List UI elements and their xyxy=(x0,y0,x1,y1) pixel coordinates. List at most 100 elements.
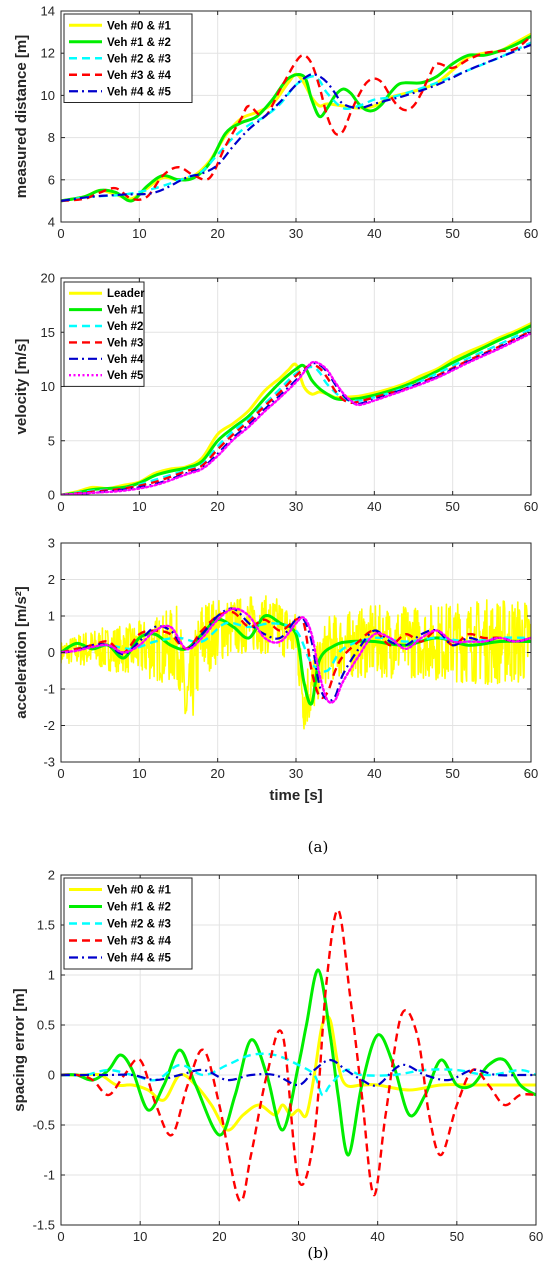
x-tick-label: 40 xyxy=(367,766,381,781)
legend-label: Veh #2 & #3 xyxy=(107,53,171,65)
x-tick-label: 0 xyxy=(57,1229,64,1244)
legend-label: Veh #2 xyxy=(107,321,143,333)
series-line-veh-3-4 xyxy=(61,35,531,203)
y-tick-label: 3 xyxy=(48,536,55,551)
series-line-veh-1-2 xyxy=(61,968,536,1157)
x-tick-label: 60 xyxy=(524,499,538,514)
x-tick-label: 30 xyxy=(289,499,303,514)
y-tick-label: 1.5 xyxy=(37,918,55,933)
series-group xyxy=(61,908,536,1203)
y-axis-label: measured distance [m] xyxy=(13,35,30,198)
chart-spacing: 0 10 20 30 40 50 60 -1.5 -1 -0.5 0 0.5 1 1.5 2 spacing … xyxy=(11,868,543,1245)
y-tick-label: -1 xyxy=(43,682,55,697)
x-tick-label: 20 xyxy=(212,1229,226,1244)
x-tick-label: 0 xyxy=(57,766,64,781)
y-tick-label: 0.5 xyxy=(37,1018,55,1033)
legend-label: Veh #3 & #4 xyxy=(107,936,172,948)
y-tick-label: 20 xyxy=(41,271,55,286)
x-tick-label: 40 xyxy=(367,226,381,241)
legend-label: Veh #3 & #4 xyxy=(107,70,172,82)
series-line-veh-4 xyxy=(61,331,531,495)
y-tick-label: 4 xyxy=(48,215,55,230)
legend-label: Veh #1 & #2 xyxy=(107,37,171,49)
x-tick-label: 10 xyxy=(132,499,146,514)
x-tick-label: 10 xyxy=(132,766,146,781)
legend-box xyxy=(63,281,145,387)
caption-a: (a) xyxy=(308,838,329,856)
series-line-trace-4 xyxy=(61,607,531,702)
x-tick-label: 50 xyxy=(450,1229,464,1244)
x-tick-label: 50 xyxy=(445,499,459,514)
y-tick-label: -3 xyxy=(43,755,55,770)
y-tick-label: 0 xyxy=(48,1068,55,1083)
legend-label: Leader xyxy=(107,288,145,300)
y-axis-label: spacing error [m] xyxy=(11,988,28,1111)
legend-label: Veh #0 & #1 xyxy=(107,20,172,32)
y-tick-label: 5 xyxy=(48,433,55,448)
series-group xyxy=(61,32,531,203)
series-line-veh-3 xyxy=(61,330,531,495)
legend-label: Veh #1 & #2 xyxy=(107,902,171,914)
y-tick-label: 1 xyxy=(48,609,55,624)
chart-velocity: 0 10 20 30 40 50 60 0 5 10 15 20 velocity [m/s] Leade… xyxy=(13,271,538,515)
y-tick-label: 8 xyxy=(48,130,55,145)
legend-label: Veh #2 & #3 xyxy=(107,919,171,931)
series-line-trace-2 xyxy=(61,621,531,673)
series-line-veh-2-3 xyxy=(61,41,531,203)
x-tick-label: 40 xyxy=(370,1229,384,1244)
legend-label: Veh #1 xyxy=(107,305,144,317)
series-line-veh-0-1 xyxy=(61,1014,536,1132)
legend: Veh #0 & #1 Veh #1 & #2 Veh #2 & #3 Veh #3 … xyxy=(63,13,193,103)
x-tick-label: 30 xyxy=(289,766,303,781)
chart-distance: 0 10 20 30 40 50 60 4 6 8 10 12 14 measured distance … xyxy=(13,4,538,242)
series-line-veh-2 xyxy=(61,327,531,495)
legend-label: Veh #0 & #1 xyxy=(107,885,172,897)
y-tick-label: -1 xyxy=(43,1168,55,1183)
y-axis-label: acceleration [m/s²] xyxy=(13,586,30,719)
caption-b: (b) xyxy=(307,1244,328,1262)
y-tick-label: 15 xyxy=(41,325,55,340)
y-tick-label: 10 xyxy=(41,88,55,103)
chart-acceleration: 0 10 20 30 40 50 60 -3 -2 -1 0 1 2 3 acceleration [m/s… xyxy=(13,536,538,805)
x-tick-label: 60 xyxy=(524,766,538,781)
series-line-leader xyxy=(61,322,531,495)
y-tick-label: 0 xyxy=(48,645,55,660)
legend-label: Veh #3 xyxy=(107,337,143,349)
x-tick-label: 10 xyxy=(133,1229,147,1244)
series-group xyxy=(61,595,531,730)
series-line-trace-0 xyxy=(61,595,531,730)
y-tick-label: -1.5 xyxy=(33,1218,55,1233)
series-line-veh-5 xyxy=(61,332,531,495)
x-tick-label: 60 xyxy=(529,1229,543,1244)
series-line-veh-4-5 xyxy=(61,1058,536,1087)
y-tick-label: 1 xyxy=(48,968,55,983)
y-tick-label: 6 xyxy=(48,172,55,187)
x-tick-label: 20 xyxy=(210,766,224,781)
y-tick-label: 2 xyxy=(48,868,55,883)
legend-label: Veh #4 & #5 xyxy=(107,953,172,965)
x-tick-label: 30 xyxy=(291,1229,305,1244)
legend-label: Veh #4 & #5 xyxy=(107,86,172,98)
legend: Leader Veh #1 Veh #2 Veh #3 Veh #4 Veh #5 xyxy=(63,281,145,387)
series-line-veh-0-1 xyxy=(61,32,531,203)
y-tick-label: 0 xyxy=(48,488,55,503)
y-tick-label: 10 xyxy=(41,379,55,394)
series-line-veh-4-5 xyxy=(61,43,531,202)
y-tick-label: -0.5 xyxy=(33,1118,55,1133)
series-line-veh-3-4 xyxy=(61,908,536,1203)
legend: Veh #0 & #1 Veh #1 & #2 Veh #2 & #3 Veh #3 … xyxy=(63,877,193,970)
x-tick-label: 30 xyxy=(289,226,303,241)
y-tick-label: 14 xyxy=(41,4,55,19)
x-tick-label: 0 xyxy=(57,226,64,241)
legend-label: Veh #5 xyxy=(107,370,144,382)
y-tick-label: -2 xyxy=(43,718,55,733)
x-tick-label: 60 xyxy=(524,226,538,241)
x-tick-label: 20 xyxy=(210,499,224,514)
y-tick-label: 12 xyxy=(41,46,55,61)
legend-label: Veh #4 xyxy=(107,354,144,366)
series-line-trace-1 xyxy=(61,613,531,706)
x-tick-label: 0 xyxy=(57,499,64,514)
series-line-trace-5 xyxy=(61,607,531,704)
x-tick-label: 50 xyxy=(445,766,459,781)
